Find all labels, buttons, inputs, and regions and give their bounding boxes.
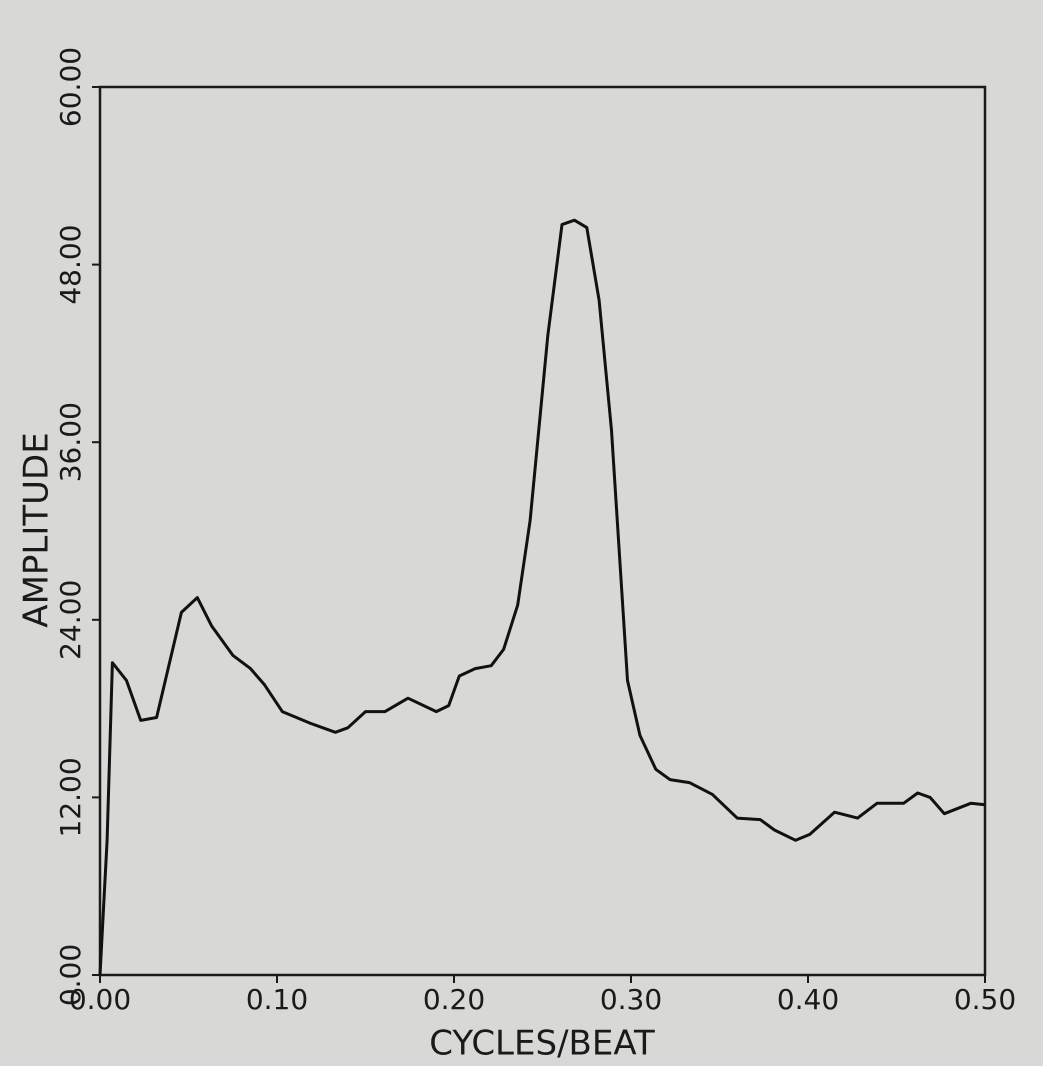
x-tick-label: 0.00 xyxy=(69,983,131,1016)
x-tick-label: 0.20 xyxy=(423,983,485,1016)
x-tick-label: 0.50 xyxy=(954,983,1016,1016)
y-tick-label: 24.00 xyxy=(54,580,87,660)
x-tick-label: 0.40 xyxy=(777,983,839,1016)
y-axis-label: AMPLITUDE xyxy=(17,432,57,627)
data-line xyxy=(98,218,986,976)
y-tick-label: 0.00 xyxy=(54,944,87,1006)
x-tick-label: 0.30 xyxy=(600,983,662,1016)
y-tick-label: 60.00 xyxy=(54,47,87,127)
y-tick-label: 12.00 xyxy=(54,757,87,837)
x-axis-label: CYCLES/BEAT xyxy=(429,1024,655,1064)
plot-frame xyxy=(98,85,987,977)
y-tick-label: 36.00 xyxy=(54,402,87,482)
x-tick-label: 0.10 xyxy=(246,983,308,1016)
y-tick-label: 48.00 xyxy=(54,225,87,305)
